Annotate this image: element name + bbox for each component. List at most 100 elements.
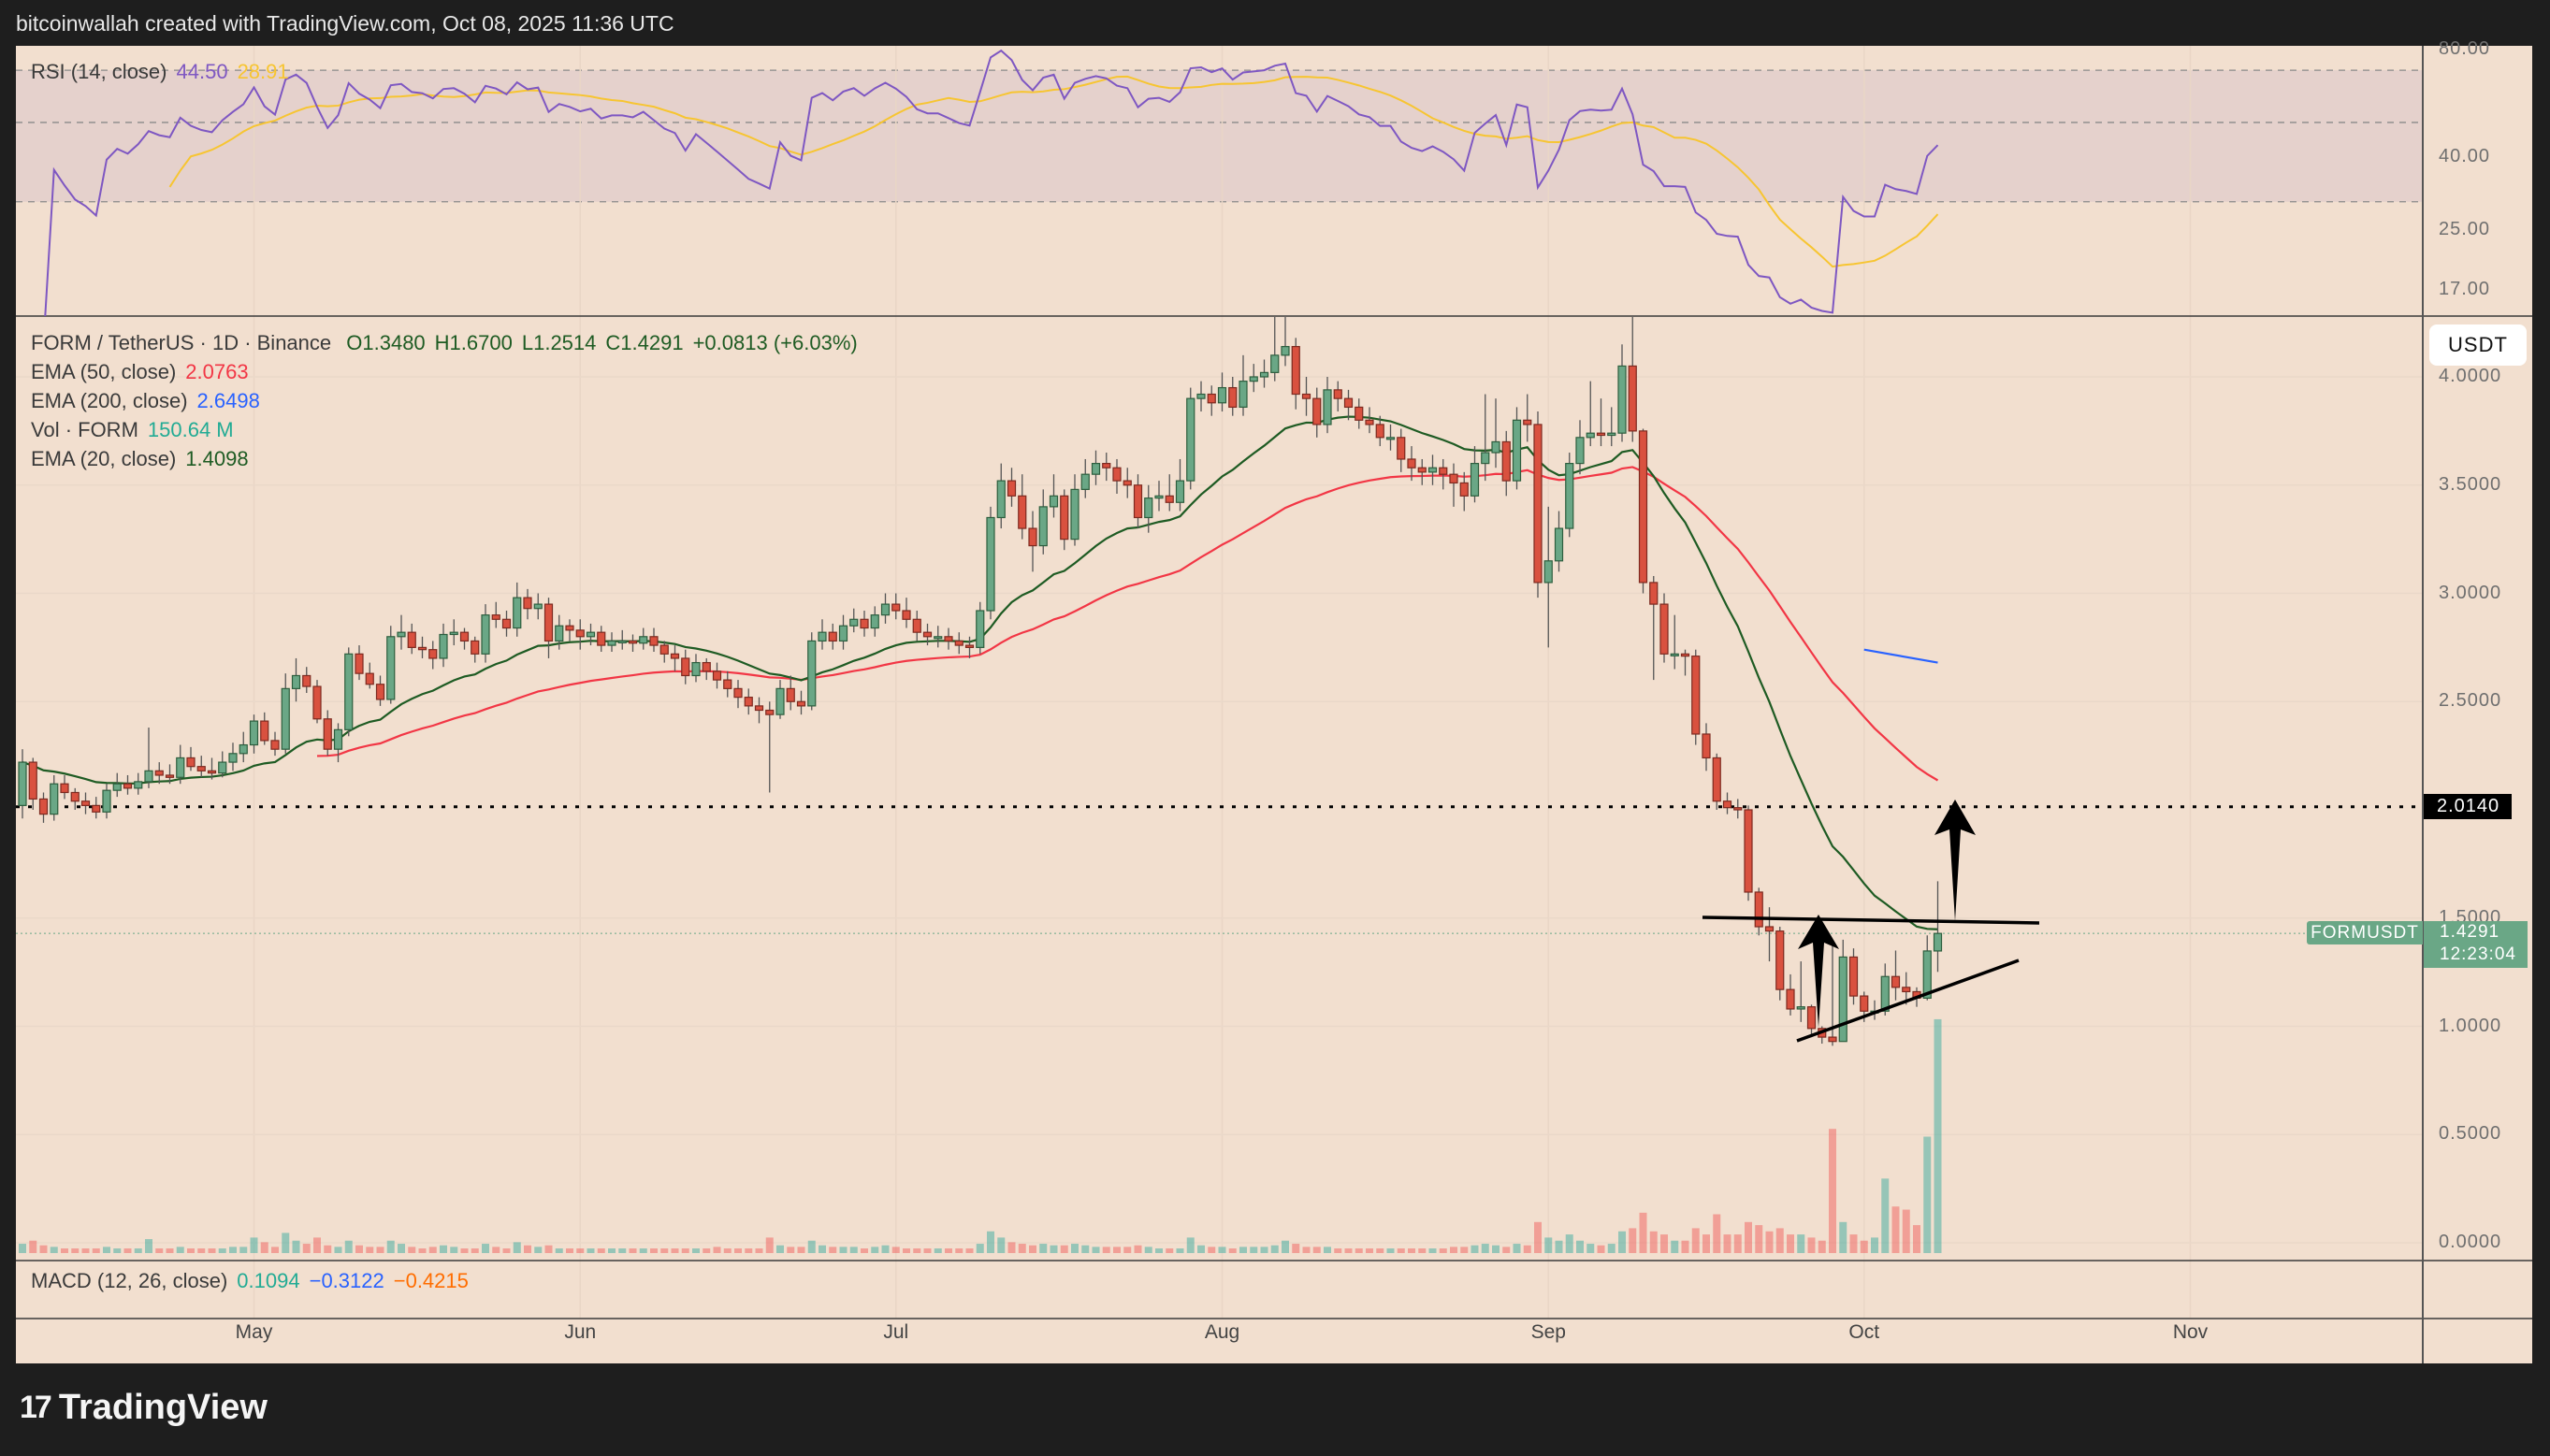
candle xyxy=(1565,453,1574,538)
volume-bar xyxy=(1923,1136,1932,1253)
rsi-ma-value: 28.91 xyxy=(237,60,289,83)
candle-body-down xyxy=(712,670,722,681)
bar-countdown: 12:23:04 xyxy=(2440,944,2516,964)
candle xyxy=(1533,411,1543,598)
candle xyxy=(1449,463,1458,507)
volume-bar xyxy=(1250,1247,1258,1253)
candle-body-down xyxy=(1702,733,1711,759)
volume-bar xyxy=(1355,1248,1363,1253)
candle xyxy=(471,636,480,663)
volume-bar xyxy=(713,1247,721,1253)
volume-bar xyxy=(1818,1240,1826,1253)
ema50-legend[interactable]: EMA (50, close) 2.0763 xyxy=(31,360,258,384)
symbol-legend[interactable]: FORM / TetherUS · 1D · Binance O1.3480 H1… xyxy=(31,331,867,355)
candle xyxy=(575,619,585,650)
candle xyxy=(659,641,669,663)
ema20-legend[interactable]: EMA (20, close) 1.4098 xyxy=(31,447,258,471)
candle-body-up xyxy=(1196,393,1206,399)
volume-bar xyxy=(861,1248,868,1253)
candle xyxy=(1617,344,1627,442)
candle-body-down xyxy=(1102,463,1111,469)
volume-bar xyxy=(1492,1245,1500,1253)
candle xyxy=(691,654,701,683)
candle xyxy=(333,723,343,763)
volume-bar xyxy=(366,1247,374,1253)
volume-bar xyxy=(123,1248,132,1253)
volume-bar xyxy=(513,1242,521,1253)
candle-body-up xyxy=(1259,371,1269,378)
volume-bar xyxy=(1155,1248,1163,1253)
candle xyxy=(1323,377,1332,434)
candle xyxy=(543,598,554,658)
candle xyxy=(523,588,532,620)
candle-body-up xyxy=(849,618,859,627)
volume-bar xyxy=(355,1245,363,1253)
candle xyxy=(712,662,722,689)
candle xyxy=(1543,506,1553,648)
candle xyxy=(134,772,143,795)
candle xyxy=(249,714,259,754)
volume-bar xyxy=(534,1247,543,1253)
volume-bar xyxy=(1228,1248,1237,1253)
candle-body-down xyxy=(302,674,312,687)
volume-bar xyxy=(145,1239,152,1253)
candle xyxy=(1123,468,1132,498)
candle xyxy=(60,774,69,800)
volume-bar xyxy=(976,1244,984,1253)
candle-body-up xyxy=(112,783,122,791)
candle-body-up xyxy=(1070,488,1079,541)
candle-body-down xyxy=(491,614,500,620)
volume-legend[interactable]: Vol · FORM 150.64 M xyxy=(31,418,243,442)
candle-body-down xyxy=(428,649,438,659)
macd-value: 0.1094 xyxy=(237,1269,300,1292)
candle xyxy=(964,636,975,658)
rsi-legend[interactable]: RSI (14, close) 44.50 28.91 xyxy=(31,60,298,84)
candle xyxy=(838,614,848,650)
macd-legend[interactable]: MACD (12, 26, close) 0.1094 −0.3122 −0.4215 xyxy=(31,1269,478,1293)
candle xyxy=(1217,372,1227,412)
candle-body-down xyxy=(1659,603,1669,655)
volume-bar xyxy=(1102,1247,1110,1253)
volume-bar xyxy=(282,1233,290,1253)
candle-body-down xyxy=(912,618,921,633)
candle xyxy=(417,636,427,658)
candle xyxy=(439,623,448,668)
candle-body-up xyxy=(18,761,27,806)
candle xyxy=(1607,407,1616,447)
volume-bar xyxy=(229,1247,237,1253)
candle xyxy=(1586,381,1595,447)
candle-body-up xyxy=(586,631,596,638)
candle xyxy=(70,787,80,810)
chart-panel[interactable] xyxy=(16,46,2532,1363)
candle xyxy=(1523,394,1532,442)
candle xyxy=(1407,446,1416,482)
volume-bar xyxy=(1282,1240,1289,1253)
candle-body-down xyxy=(786,687,795,702)
volume-bar xyxy=(334,1247,342,1253)
candle xyxy=(176,744,185,785)
tradingview-brand[interactable]: 17 TradingView xyxy=(20,1388,268,1428)
ema200-legend[interactable]: EMA (200, close) 2.6498 xyxy=(31,389,269,413)
volume-bar xyxy=(1081,1245,1090,1253)
candle xyxy=(1848,948,1859,1005)
candle-body-up xyxy=(1617,365,1627,434)
volume-bar xyxy=(829,1247,837,1253)
candle-body-down xyxy=(471,640,480,655)
candle-body-down xyxy=(523,597,532,610)
volume-bar xyxy=(1197,1245,1205,1253)
volume-bar xyxy=(1029,1245,1036,1253)
candle xyxy=(1270,317,1280,382)
rsi-pane-marks xyxy=(44,49,1939,316)
candle-body-down xyxy=(1343,397,1354,409)
volume-bar xyxy=(671,1248,679,1253)
last-price-tag: 1.4291 12:23:04 xyxy=(2424,921,2528,968)
candle-body-up xyxy=(228,753,238,763)
candle-body-down xyxy=(1828,1036,1837,1043)
candle-body-up xyxy=(807,640,817,707)
volume-bar xyxy=(92,1248,100,1253)
currency-button[interactable]: USDT xyxy=(2429,324,2527,366)
candle-body-down xyxy=(1691,656,1701,735)
candle xyxy=(186,746,196,771)
candle xyxy=(1060,489,1069,551)
